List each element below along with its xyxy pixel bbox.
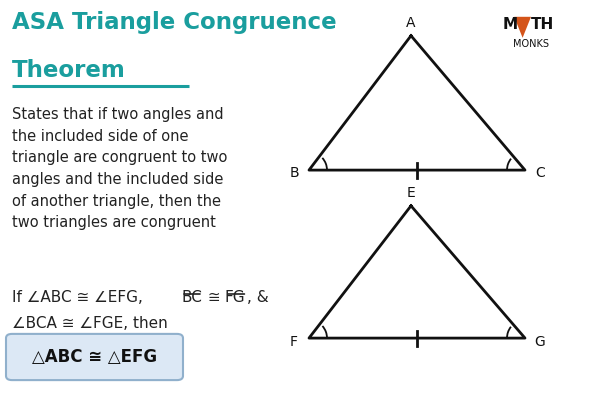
Text: B: B	[289, 166, 299, 180]
Text: Theorem: Theorem	[12, 59, 126, 82]
Text: TH: TH	[531, 17, 554, 32]
Text: MONKS: MONKS	[513, 39, 549, 49]
Text: A: A	[406, 16, 416, 30]
Text: ∠BCA ≅ ∠FGE, then: ∠BCA ≅ ∠FGE, then	[12, 316, 168, 331]
Text: M: M	[502, 17, 517, 32]
Text: BC: BC	[181, 290, 202, 305]
FancyBboxPatch shape	[6, 334, 183, 380]
Text: , &: , &	[247, 290, 269, 305]
Polygon shape	[514, 17, 531, 38]
Text: G: G	[535, 335, 545, 349]
Text: F: F	[290, 335, 298, 349]
Text: E: E	[407, 186, 415, 200]
Text: States that if two angles and
the included side of one
triangle are congruent to: States that if two angles and the includ…	[12, 107, 227, 230]
Text: FG: FG	[225, 290, 245, 305]
Text: ≅: ≅	[203, 290, 226, 305]
Text: △ABC ≅ △EFG: △ABC ≅ △EFG	[32, 348, 157, 366]
Text: C: C	[535, 166, 545, 180]
Text: ASA Triangle Congruence: ASA Triangle Congruence	[12, 10, 337, 34]
Text: If ∠ABC ≅ ∠EFG,: If ∠ABC ≅ ∠EFG,	[12, 290, 148, 305]
